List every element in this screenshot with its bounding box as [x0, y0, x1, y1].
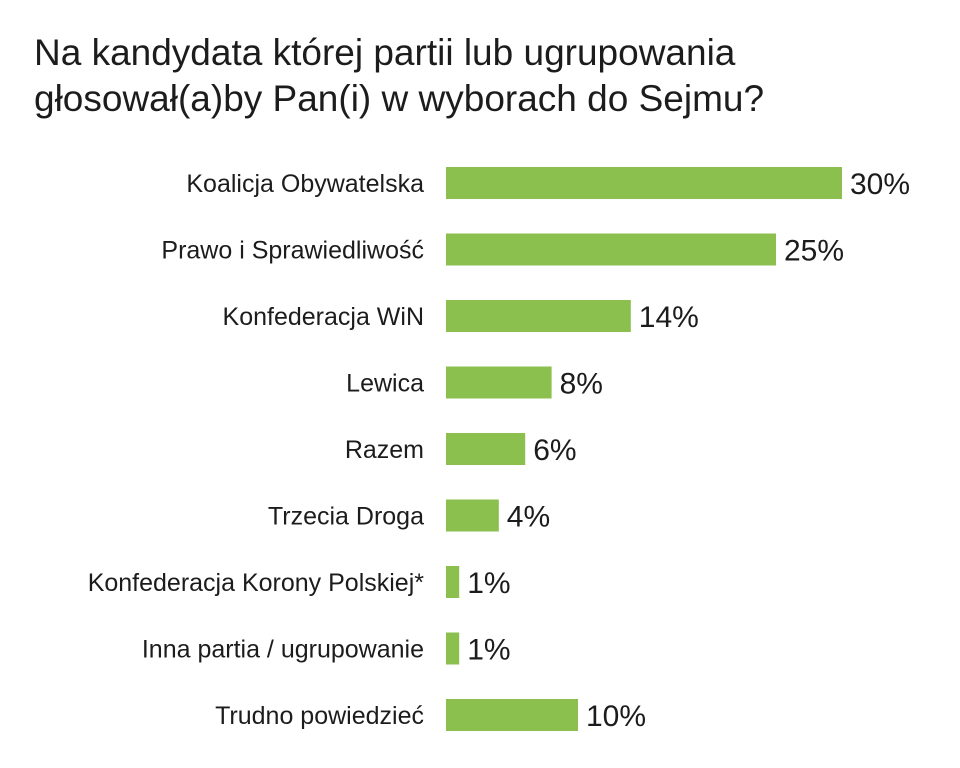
category-label: Lewica	[346, 370, 424, 398]
category-label: Razem	[345, 436, 424, 464]
bar	[446, 699, 578, 731]
bar-row: Inna partia / ugrupowanie 1%	[142, 632, 511, 667]
value-label: 8%	[560, 368, 603, 401]
bar-row: Razem 6%	[345, 433, 577, 467]
value-label: 4%	[507, 501, 550, 534]
bar-row: Trudno powiedzieć 10%	[215, 699, 646, 733]
category-label: Konfederacja WiN	[223, 303, 424, 331]
value-label: 30%	[850, 168, 910, 201]
bar-row: Koalicja Obywatelska 30%	[186, 167, 910, 201]
value-label: 10%	[586, 700, 646, 733]
bar	[446, 300, 631, 332]
bar-row: Prawo i Sprawiedliwość 25%	[161, 233, 844, 268]
bar	[446, 632, 460, 665]
bar	[446, 499, 499, 532]
chart-title: Na kandydata której partii lub ugrupowan…	[34, 30, 934, 122]
bar	[446, 233, 776, 266]
bar-row: Trzecia Droga 4%	[268, 499, 550, 534]
bar-row: Lewica 8%	[346, 366, 603, 401]
bar	[446, 366, 552, 399]
chart-title-line-1: Na kandydata której partii lub ugrupowan…	[34, 32, 736, 73]
chart-title-line-2: głosował(a)by Pan(i) w wyborach do Sejmu…	[34, 78, 765, 119]
value-label: 6%	[533, 434, 576, 467]
value-label: 1%	[467, 634, 510, 667]
category-label: Prawo i Sprawiedliwość	[161, 237, 424, 265]
category-label: Konfederacja Korony Polskiej*	[88, 569, 425, 597]
category-label: Trudno powiedzieć	[215, 702, 424, 730]
bar-row: Konfederacja WiN 14%	[223, 300, 699, 334]
bar	[446, 433, 526, 465]
category-label: Inna partia / ugrupowanie	[142, 636, 424, 664]
value-label: 1%	[467, 567, 510, 600]
bar-row: Konfederacja Korony Polskiej* 1%	[88, 566, 511, 600]
value-label: 25%	[784, 235, 844, 268]
value-label: 14%	[639, 301, 699, 334]
category-label: Koalicja Obywatelska	[186, 170, 424, 198]
bar	[446, 566, 460, 598]
category-label: Trzecia Droga	[268, 503, 424, 531]
bar	[446, 167, 842, 199]
